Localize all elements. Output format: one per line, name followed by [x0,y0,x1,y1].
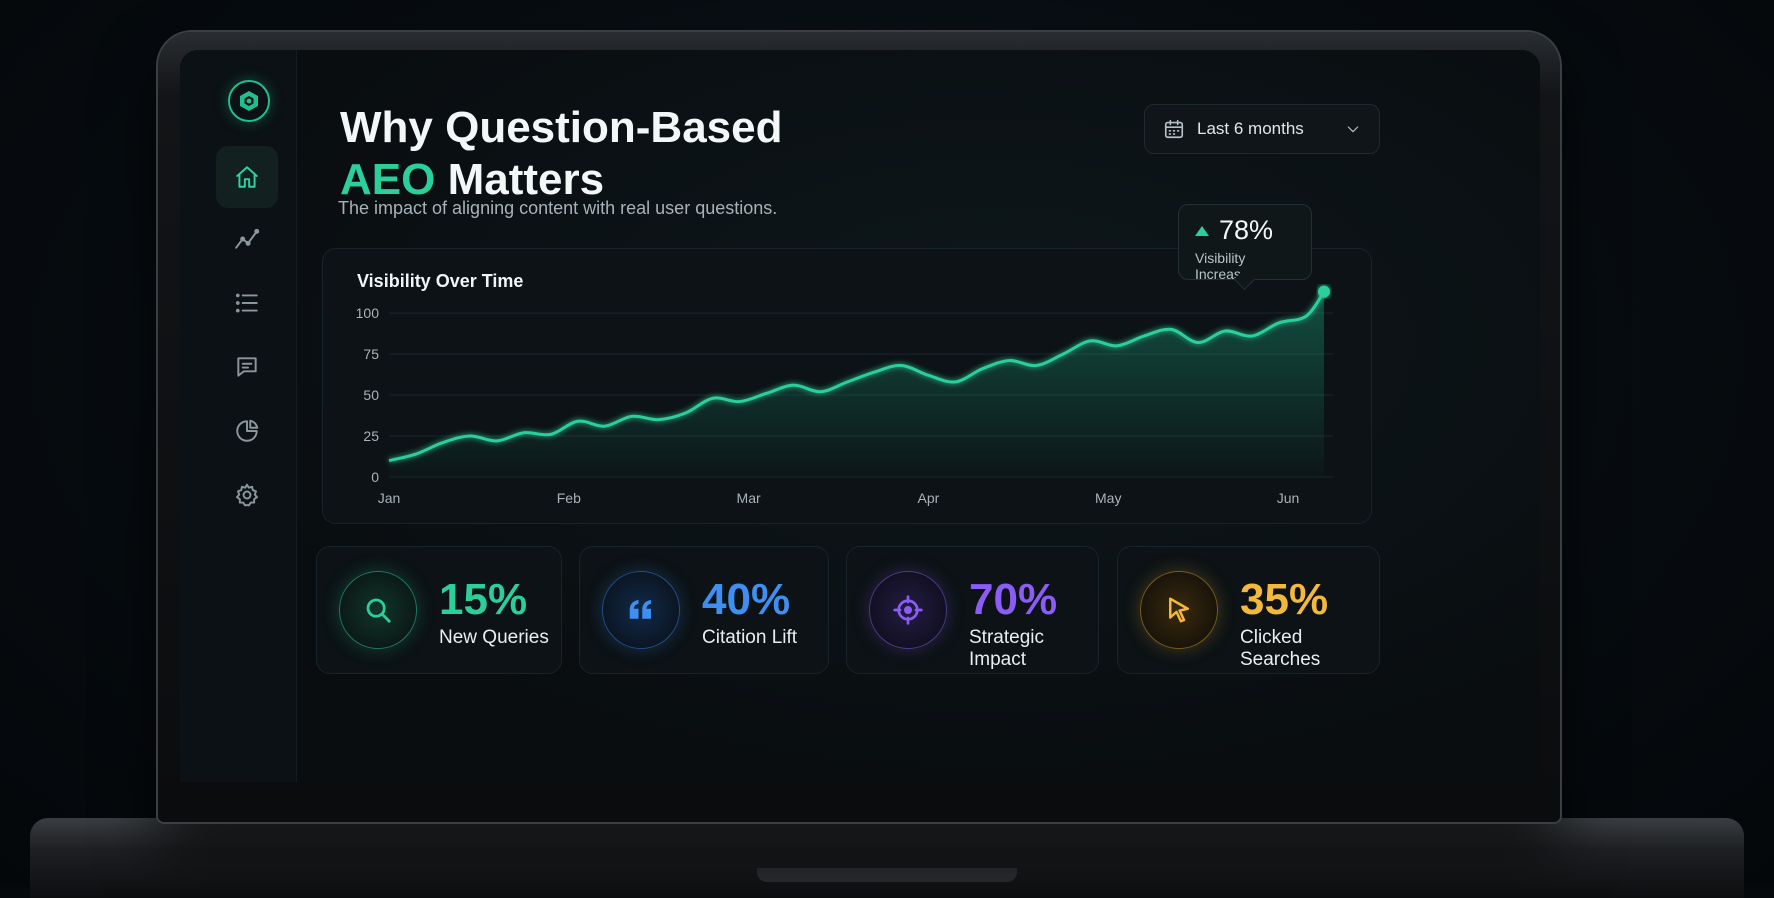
stat-value: 70% [969,575,1058,624]
sidebar-item-reports[interactable] [216,400,278,462]
gear-icon [236,483,258,507]
date-range-label: Last 6 months [1197,119,1304,138]
y-tick-label: 100 [356,305,380,321]
sidebar-item-list[interactable] [216,272,278,334]
stat-value: 40% [702,575,791,624]
search-icon [339,571,417,649]
stat-label: New Queries [439,627,549,648]
chevron-down-icon [1347,126,1359,133]
y-tick-label: 25 [363,428,379,444]
chart-tooltip: 78% Visibility Increase [1178,204,1312,291]
cursor-icon [1140,571,1218,649]
x-tick-label: Apr [918,490,940,506]
sidebar-item-settings[interactable] [216,464,278,526]
y-tick-label: 75 [363,346,379,362]
trend-line-icon [235,228,260,249]
end-point-marker [1318,285,1331,298]
sidebar [180,50,297,782]
quote-icon [602,571,680,649]
x-tick-label: Jun [1277,490,1300,506]
stat-card-clicked-searches[interactable]: 35% Clicked Searches [1117,546,1380,674]
sidebar-item-messages[interactable] [216,336,278,398]
title-accent: AEO [340,155,436,204]
x-tick-label: Mar [737,490,761,506]
chart-title: Visibility Over Time [357,271,524,291]
home-icon [236,166,258,188]
sidebar-item-home[interactable] [216,146,278,208]
sidebar-item-analytics[interactable] [216,208,278,270]
list-icon [235,293,258,313]
page-title: Why Question-Based AEO Matters [340,102,783,206]
stat-label: Clicked Searches [1240,627,1321,670]
series-area [389,291,1325,477]
visibility-chart-card: Visibility Over Time 100 75 50 25 0 Jan Feb Mar… [322,248,1372,524]
stat-value: 35% [1240,575,1329,624]
logo-icon[interactable] [228,80,270,122]
target-icon [869,571,947,649]
x-tick-label: Jan [378,490,401,506]
laptop-notch [757,868,1017,882]
stat-label: Strategic Impact [969,627,1044,670]
stat-value: 15% [439,575,528,624]
up-triangle-icon [1195,225,1209,236]
stat-card-citation-lift[interactable]: 40% Citation Lift [579,546,829,674]
visibility-chart: 100 75 50 25 0 Jan Feb Mar Apr May Jun [356,285,1333,506]
x-tick-label: Feb [557,490,581,506]
title-line-2: Matters [435,155,605,204]
stat-card-new-queries[interactable]: 15% New Queries [316,546,562,674]
date-range-select[interactable]: Last 6 months [1144,104,1380,154]
tooltip-value: 78% [1219,215,1274,245]
stat-card-strategic-impact[interactable]: 70% Strategic Impact [846,546,1099,674]
title-line-1: Why Question-Based [340,103,783,152]
message-icon [237,357,257,377]
laptop-base [30,818,1744,898]
calendar-icon [1164,119,1184,139]
y-tick-label: 0 [371,469,379,485]
series-line [388,290,1326,463]
page-subtitle: The impact of aligning content with real… [338,198,778,218]
x-tick-label: May [1095,490,1121,506]
y-tick-label: 50 [363,387,379,403]
screen: Why Question-Based AEO Matters The impac… [180,50,1540,782]
pie-chart-icon [236,419,259,442]
stat-label: Citation Lift [702,627,798,648]
